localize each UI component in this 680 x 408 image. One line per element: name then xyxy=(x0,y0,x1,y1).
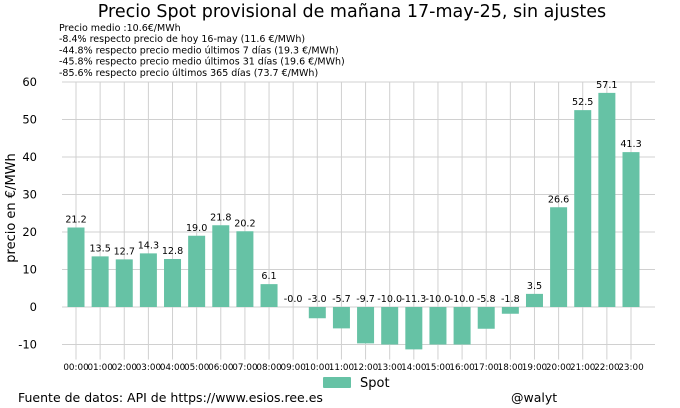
note-line: Precio medio :10.6€/MWh xyxy=(59,23,181,34)
author-handle: @walyt xyxy=(511,390,557,405)
x-tick-label: 10:00 xyxy=(305,363,331,373)
data-label: -1.8 xyxy=(501,294,520,305)
x-tick-label: 17:00 xyxy=(474,363,500,373)
y-tick-label: 50 xyxy=(22,113,37,127)
bar xyxy=(357,307,375,344)
legend: Spot xyxy=(323,376,390,391)
x-tick-label: 07:00 xyxy=(232,363,258,373)
x-tick-label: 18:00 xyxy=(498,363,524,373)
x-tick-label: 05:00 xyxy=(184,363,210,373)
bar xyxy=(308,307,326,319)
data-label: -9.7 xyxy=(356,294,375,305)
data-label: 6.1 xyxy=(261,271,276,282)
data-label: 20.2 xyxy=(234,218,255,229)
legend-swatch xyxy=(323,377,351,388)
x-tick-label: 11:00 xyxy=(329,363,355,373)
data-label: 41.3 xyxy=(620,139,641,150)
x-tick-label: 14:00 xyxy=(401,363,427,373)
bar xyxy=(405,307,423,350)
data-label: -5.8 xyxy=(477,294,496,305)
data-label: 21.8 xyxy=(210,212,231,223)
x-tick-label: 08:00 xyxy=(256,363,282,373)
bars xyxy=(67,92,640,350)
y-tick-label: 40 xyxy=(22,150,37,164)
bar xyxy=(453,307,471,345)
data-label: -10.0 xyxy=(377,294,402,305)
data-label: -3.0 xyxy=(308,294,327,305)
bar xyxy=(212,225,230,307)
x-tick-label: 06:00 xyxy=(208,363,234,373)
data-label: 3.5 xyxy=(527,281,542,292)
y-axis-label: precio en €/MWh xyxy=(4,153,19,262)
data-label: 21.2 xyxy=(65,215,86,226)
data-labels: 21.213.5 12.714.312.819.021.820.26.1-0.0-… xyxy=(65,80,641,305)
note-line: -44.8% respecto precio medio últimos 7 d… xyxy=(59,45,339,56)
bar xyxy=(91,256,109,307)
x-tick-label: 23:00 xyxy=(618,363,644,373)
bar xyxy=(598,92,616,307)
y-tick-label: -10 xyxy=(18,338,37,352)
bar xyxy=(236,231,254,307)
bar xyxy=(332,307,350,329)
x-tick-label: 09:00 xyxy=(280,363,306,373)
bar xyxy=(115,259,133,307)
bar xyxy=(550,207,568,307)
bar xyxy=(622,152,640,307)
x-tick-label: 21:00 xyxy=(570,363,596,373)
x-tick-label: 01:00 xyxy=(87,363,113,373)
bar xyxy=(260,284,278,307)
y-tick-label: 20 xyxy=(22,225,37,239)
data-label: 19.0 xyxy=(186,223,207,234)
x-tick-label: 13:00 xyxy=(377,363,403,373)
bar xyxy=(139,253,157,307)
data-label: -10.0 xyxy=(426,294,451,305)
data-label: 13.5 xyxy=(89,243,110,254)
x-tick-label: 16:00 xyxy=(449,363,475,373)
data-label: 12.7 xyxy=(114,246,135,257)
data-label: 14.3 xyxy=(138,240,159,251)
note-line: -45.8% respecto precio medio últimos 31 … xyxy=(59,57,345,68)
bar xyxy=(67,227,85,307)
x-tick-label: 20:00 xyxy=(546,363,572,373)
y-tick-label: 30 xyxy=(22,188,37,202)
x-tick-label: 15:00 xyxy=(425,363,451,373)
bar xyxy=(429,307,447,345)
x-tick-label: 19:00 xyxy=(522,363,548,373)
data-label: -10.0 xyxy=(450,294,475,305)
data-label: -0.0 xyxy=(284,294,303,305)
x-tick-label: 04:00 xyxy=(160,363,186,373)
price-notes: Precio medio :10.6€/MWh-8.4% respecto pr… xyxy=(59,23,345,79)
bar xyxy=(501,307,519,314)
x-tick-label: 03:00 xyxy=(136,363,162,373)
bar xyxy=(525,293,543,307)
bar xyxy=(188,235,206,307)
x-tick-label: 12:00 xyxy=(353,363,379,373)
bar xyxy=(164,259,182,307)
x-tick-label: 02:00 xyxy=(112,363,138,373)
data-source: Fuente de datos: API de https://www.esio… xyxy=(18,390,323,405)
x-tick-label: 00:00 xyxy=(63,363,89,373)
note-line: -85.6% respecto precio últimos 365 días … xyxy=(59,68,318,79)
bar xyxy=(381,307,399,345)
legend-label: Spot xyxy=(360,376,390,391)
y-tick-label: 10 xyxy=(22,263,37,277)
chart-title: Precio Spot provisional de mañana 17-may… xyxy=(98,2,606,22)
y-axis: -10 0 10 20 30 40 50 60 xyxy=(18,75,37,352)
note-line: -8.4% respecto precio de hoy 16-may (11.… xyxy=(59,34,305,45)
data-label: -11.3 xyxy=(401,294,426,305)
y-tick-label: 60 xyxy=(22,75,37,89)
data-label: 12.8 xyxy=(162,246,183,257)
bar xyxy=(574,110,592,307)
y-tick-label: 0 xyxy=(30,300,37,314)
x-axis: 00:0001:0002:0003:0004:0005:0006:0007:00… xyxy=(63,363,644,373)
data-label: 52.5 xyxy=(572,97,593,108)
bar xyxy=(477,307,495,329)
data-label: 57.1 xyxy=(596,80,617,91)
x-tick-label: 22:00 xyxy=(594,363,620,373)
data-label: 26.6 xyxy=(548,194,569,205)
data-label: -5.7 xyxy=(332,294,351,305)
